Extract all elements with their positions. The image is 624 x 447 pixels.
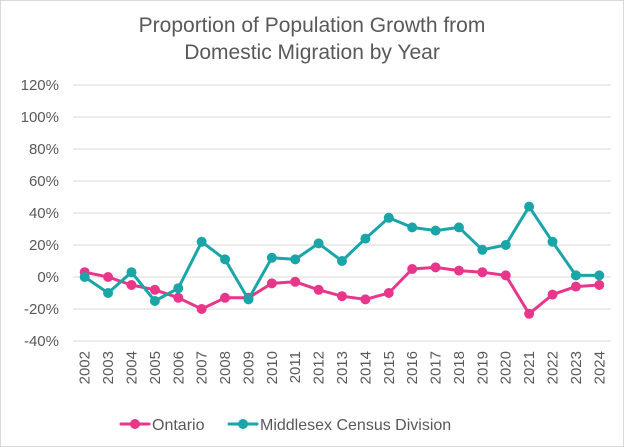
data-point bbox=[266, 252, 277, 263]
x-tick-label: 2002 bbox=[77, 351, 94, 384]
data-point bbox=[149, 284, 160, 295]
data-point bbox=[220, 254, 231, 265]
x-tick-label: 2009 bbox=[240, 351, 257, 384]
legend-marker bbox=[130, 419, 140, 429]
y-tick-label: 120% bbox=[21, 77, 59, 94]
y-axis-ticks: -40% -20% 0% 20% 40% 60% 80% 100% 120% bbox=[21, 77, 59, 350]
data-point bbox=[430, 262, 441, 273]
data-point bbox=[500, 240, 511, 250]
data-point bbox=[103, 272, 114, 282]
data-point bbox=[220, 292, 231, 303]
x-tick-label: 2017 bbox=[428, 351, 445, 384]
data-point bbox=[547, 236, 558, 247]
data-point bbox=[290, 254, 301, 265]
data-point bbox=[360, 233, 371, 244]
x-tick-label: 2011 bbox=[287, 351, 304, 383]
data-point bbox=[196, 304, 207, 314]
data-point bbox=[453, 265, 464, 276]
x-tick-label: 2007 bbox=[194, 351, 211, 384]
x-tick-label: 2021 bbox=[521, 351, 538, 384]
chart-title-line-2: Domestic Migration by Year bbox=[184, 41, 440, 64]
data-point bbox=[500, 270, 511, 281]
y-tick-label: 20% bbox=[29, 237, 59, 254]
data-point bbox=[243, 294, 254, 305]
legend: Ontario Middlesex Census Division bbox=[119, 417, 451, 434]
x-tick-label: 2024 bbox=[591, 351, 608, 384]
data-point bbox=[360, 294, 371, 305]
data-point bbox=[126, 267, 137, 278]
data-point bbox=[173, 283, 184, 294]
data-point bbox=[477, 244, 488, 255]
data-point bbox=[453, 222, 464, 233]
y-tick-label: 0% bbox=[37, 269, 59, 286]
legend-item: Ontario bbox=[119, 417, 205, 434]
data-point bbox=[196, 236, 207, 247]
data-point bbox=[524, 201, 535, 212]
data-point bbox=[79, 272, 90, 282]
x-tick-label: 2014 bbox=[357, 351, 374, 384]
legend-label: Ontario bbox=[152, 417, 205, 434]
data-point bbox=[547, 289, 558, 300]
x-tick-label: 2013 bbox=[334, 351, 351, 384]
data-point bbox=[383, 212, 394, 223]
x-tick-label: 2018 bbox=[451, 351, 468, 384]
series-line bbox=[83, 265, 601, 316]
chart-title: Proportion of Population Growth from Dom… bbox=[139, 14, 486, 64]
data-point bbox=[594, 280, 605, 290]
data-point bbox=[149, 296, 160, 306]
series-ontario bbox=[79, 262, 605, 319]
y-tick-label: 100% bbox=[21, 109, 59, 126]
x-tick-label: 2023 bbox=[568, 351, 585, 384]
data-point bbox=[570, 270, 581, 281]
x-tick-label: 2016 bbox=[404, 351, 421, 384]
legend-label: Middlesex Census Division bbox=[260, 417, 451, 434]
x-tick-label: 2003 bbox=[100, 351, 117, 384]
y-tick-label: 60% bbox=[29, 173, 59, 190]
data-point bbox=[103, 288, 114, 298]
legend-item: Middlesex Census Division bbox=[227, 417, 451, 434]
x-tick-label: 2010 bbox=[264, 351, 281, 384]
data-point bbox=[594, 270, 605, 281]
series-middlesex-census-division bbox=[79, 201, 605, 306]
data-point bbox=[383, 288, 394, 298]
x-tick-label: 2020 bbox=[498, 351, 515, 384]
data-point bbox=[337, 256, 347, 266]
data-point bbox=[524, 308, 535, 319]
x-tick-label: 2004 bbox=[123, 351, 140, 384]
y-tick-label: 80% bbox=[29, 141, 59, 158]
data-point bbox=[173, 292, 184, 303]
x-axis-ticks: 2002 2003 2004 2005 2006 2007 2008 2009 2010 2011… bbox=[77, 351, 609, 384]
data-point bbox=[313, 284, 324, 295]
data-point bbox=[266, 278, 277, 289]
data-point bbox=[126, 280, 137, 290]
gridlines bbox=[73, 84, 611, 342]
x-tick-label: 2006 bbox=[170, 351, 187, 384]
x-tick-label: 2022 bbox=[545, 351, 562, 384]
series-line bbox=[83, 205, 601, 303]
x-tick-label: 2019 bbox=[474, 351, 491, 384]
data-point bbox=[290, 276, 301, 287]
x-tick-label: 2008 bbox=[217, 351, 234, 384]
legend-marker bbox=[238, 419, 248, 429]
y-tick-label: -20% bbox=[24, 301, 59, 318]
x-tick-label: 2015 bbox=[381, 351, 398, 384]
x-tick-label: 2012 bbox=[311, 351, 328, 384]
x-tick-label: 2005 bbox=[147, 351, 164, 384]
data-point bbox=[407, 264, 418, 274]
y-tick-label: 40% bbox=[29, 205, 59, 222]
data-point bbox=[570, 281, 581, 292]
data-series bbox=[79, 201, 605, 319]
data-point bbox=[313, 238, 324, 249]
chart-title-line-1: Proportion of Population Growth from bbox=[139, 14, 486, 37]
data-point bbox=[477, 267, 488, 278]
data-point bbox=[407, 222, 418, 233]
data-point bbox=[430, 225, 441, 236]
y-tick-label: -40% bbox=[24, 333, 59, 350]
data-point bbox=[337, 291, 347, 302]
